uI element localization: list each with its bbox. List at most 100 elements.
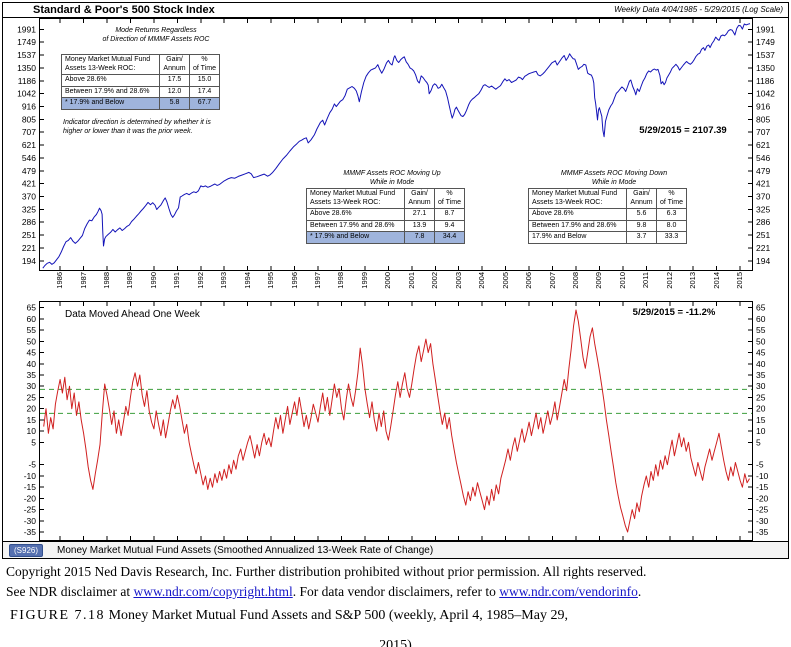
- svg-text:916: 916: [22, 102, 36, 112]
- svg-text:546: 546: [22, 153, 36, 163]
- table-row-highlighted: * 17.9% and Below 7.8 34.4: [306, 231, 465, 244]
- down-table-title: MMMF Assets ROC Moving Down While in Mod…: [528, 170, 700, 187]
- svg-text:805: 805: [22, 114, 36, 124]
- vendorinfo-link[interactable]: www.ndr.com/vendorinfo: [499, 584, 638, 599]
- table-row: Above 28.6% 27.1 8.7: [306, 208, 465, 221]
- svg-text:15: 15: [756, 415, 766, 425]
- svg-text:10: 10: [756, 426, 766, 436]
- x-axis-year-label: 2008: [571, 272, 580, 289]
- svg-text:251: 251: [22, 230, 36, 240]
- x-axis-year-label: 2004: [477, 272, 486, 289]
- svg-text:-15: -15: [756, 482, 769, 492]
- copyright-block: Copyright 2015 Ned Davis Research, Inc. …: [6, 562, 785, 602]
- svg-text:30: 30: [756, 381, 766, 391]
- x-axis-year-label: 1991: [172, 272, 181, 289]
- svg-text:-15: -15: [24, 482, 37, 492]
- svg-text:916: 916: [756, 102, 770, 112]
- svg-text:45: 45: [756, 348, 766, 358]
- x-axis-year-label: 1993: [219, 272, 228, 289]
- copyright-line2-text: See NDR disclaimer at: [6, 584, 134, 599]
- x-axis-year-label: 1992: [196, 272, 205, 289]
- x-axis-year-label: 1995: [266, 272, 275, 289]
- svg-text:40: 40: [27, 359, 37, 369]
- table-header-col1: Money Market Mutual Fund Assets 13-Week R…: [528, 188, 627, 209]
- mode-returns-table: Money Market Mutual Fund Assets 13-Week R…: [61, 54, 220, 110]
- table-header-row: Money Market Mutual Fund Assets 13-Week R…: [61, 54, 220, 75]
- x-axis-year-label: 1987: [79, 272, 88, 289]
- table-row-highlighted: * 17.9% and Below 5.8 67.7: [61, 97, 220, 110]
- svg-text:-35: -35: [756, 527, 769, 537]
- svg-text:65: 65: [756, 303, 766, 313]
- svg-text:-30: -30: [24, 516, 37, 526]
- svg-text:1350: 1350: [17, 63, 36, 73]
- svg-text:25: 25: [27, 392, 37, 402]
- svg-text:251: 251: [756, 230, 770, 240]
- table-header-col3: % of Time: [434, 188, 465, 209]
- table-header-col2: Gain/Annum: [626, 188, 657, 209]
- down-table-title-line2: While in Mode: [591, 178, 637, 186]
- copyright-line2-text: .: [637, 584, 642, 599]
- svg-text:194: 194: [756, 256, 770, 266]
- svg-text:5: 5: [31, 437, 36, 447]
- indicator-note: Indicator direction is determined by whe…: [63, 118, 258, 136]
- svg-text:50: 50: [27, 336, 37, 346]
- table-header-col3: % of Time: [189, 54, 220, 75]
- x-axis-year-label: 1997: [313, 272, 322, 289]
- x-axis-year-label: 2001: [407, 272, 416, 289]
- x-axis-year-label: 2015: [735, 272, 744, 289]
- roc-moving-up-table: Money Market Mutual Fund Assets 13-Week R…: [306, 188, 465, 244]
- table-header-col2: Gain/Annum: [404, 188, 435, 209]
- svg-text:370: 370: [756, 192, 770, 202]
- svg-text:1537: 1537: [17, 50, 36, 60]
- table-header-row: Money Market Mutual Fund Assets 13-Week R…: [306, 188, 465, 209]
- svg-text:1749: 1749: [756, 37, 775, 47]
- x-axis-year-label: 2005: [501, 272, 510, 289]
- svg-text:621: 621: [756, 140, 770, 150]
- svg-text:-10: -10: [24, 471, 37, 481]
- x-axis-year-label: 2006: [524, 272, 533, 289]
- svg-text:621: 621: [22, 140, 36, 150]
- svg-text:1537: 1537: [756, 50, 775, 60]
- mmmf-roc-panel: 65 65 60 60 55 55 50 50 45 45 40 40 35 35 30 30 25 25 20 20…: [3, 301, 788, 541]
- svg-text:55: 55: [756, 325, 766, 335]
- up-table-title: MMMF Assets ROC Moving Up While in Mode: [306, 170, 478, 187]
- x-axis-year-label: 1998: [336, 272, 345, 289]
- svg-text:1991: 1991: [17, 24, 36, 34]
- svg-text:60: 60: [756, 314, 766, 324]
- series-label: Money Market Mutual Fund Assets (Smoothe…: [57, 544, 434, 556]
- page-title: Standard & Poor's 500 Stock Index: [33, 4, 215, 16]
- copyright-link[interactable]: www.ndr.com/copyright.html: [133, 584, 293, 599]
- roc-moving-down-table: Money Market Mutual Fund Assets 13-Week R…: [528, 188, 687, 244]
- svg-text:286: 286: [22, 217, 36, 227]
- svg-text:325: 325: [756, 205, 770, 215]
- svg-text:50: 50: [756, 336, 766, 346]
- x-axis-year-label: 2009: [594, 272, 603, 289]
- svg-text:20: 20: [756, 404, 766, 414]
- series-id-badge: (S926): [9, 543, 44, 557]
- svg-text:370: 370: [22, 192, 36, 202]
- x-axis-year-label: 2003: [454, 272, 463, 289]
- svg-text:5: 5: [756, 437, 761, 447]
- table-row: 17.9% and Below 3.7 33.3: [528, 231, 687, 244]
- figure-caption: FIGURE 7.18 Money Market Mutual Fund Ass…: [10, 606, 781, 647]
- svg-text:286: 286: [756, 217, 770, 227]
- x-axis-year-label: 1996: [290, 272, 299, 289]
- x-axis-year-label: 2002: [430, 272, 439, 289]
- svg-text:-20: -20: [24, 493, 37, 503]
- x-axis-year-label: 2012: [665, 272, 674, 289]
- x-axis-year-label: 1990: [149, 272, 158, 289]
- copyright-line1: Copyright 2015 Ned Davis Research, Inc. …: [6, 564, 647, 579]
- data-moved-ahead-label: Data Moved Ahead One Week: [65, 309, 200, 320]
- x-axis-year-label: 2013: [688, 272, 697, 289]
- x-axis-labels: 1986 1987 1988 1989 1990 1991 1992 1993 1994 1995…: [3, 271, 788, 301]
- svg-text:479: 479: [756, 166, 770, 176]
- svg-text:421: 421: [22, 179, 36, 189]
- svg-text:30: 30: [27, 381, 37, 391]
- table-row: Between 17.9% and 28.6% 13.9 9.4: [306, 219, 465, 232]
- svg-text:15: 15: [27, 415, 37, 425]
- figure-caption-line1: FIGURE 7.18 Money Market Mutual Fund Ass…: [10, 606, 781, 625]
- svg-text:1042: 1042: [17, 89, 36, 99]
- table-header-col1: Money Market Mutual Fund Assets 13-Week R…: [306, 188, 405, 209]
- chart-header: Standard & Poor's 500 Stock Index Weekly…: [3, 3, 788, 18]
